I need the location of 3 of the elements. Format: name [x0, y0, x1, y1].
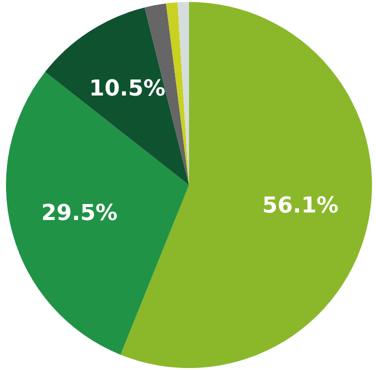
data-label: 10.5% [89, 76, 166, 102]
data-label: 29.5% [41, 200, 118, 226]
data-label: 56.1% [262, 193, 339, 218]
